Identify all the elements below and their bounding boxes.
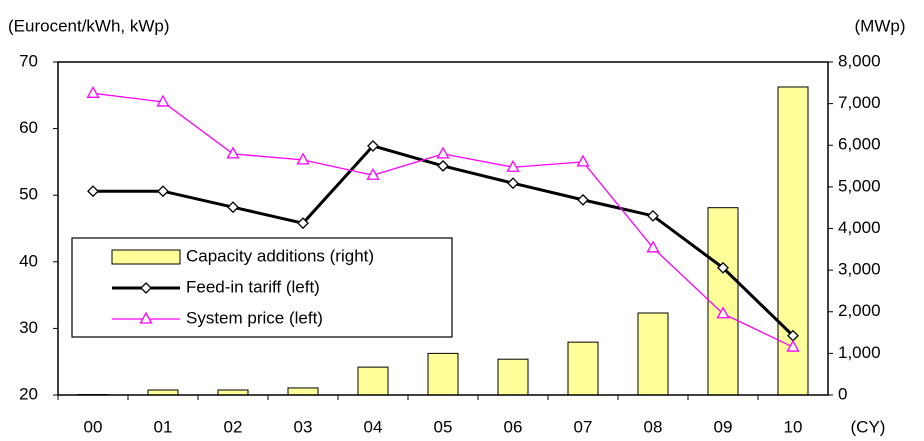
marker [437,159,449,172]
bar [357,366,389,396]
marker [507,177,519,190]
marker [436,146,450,159]
y2-tick-label: 5,000 [838,176,881,195]
x-tick-label: 08 [644,417,663,436]
y-tick-label: 20 [19,384,38,403]
x-tick-label: 04 [364,417,383,436]
marker [647,209,659,222]
y2-tick-label: 8,000 [838,51,881,70]
y2-tick-label: 6,000 [838,135,881,154]
y2-tick-label: 7,000 [838,93,881,112]
bar [567,341,599,396]
y-tick-label: 50 [19,185,38,204]
x-tick-label: 01 [154,417,173,436]
marker [577,193,589,206]
x-tick-label: 02 [224,417,243,436]
y-axis-label: (Eurocent/kWh, kWp) [8,16,170,35]
marker [227,201,239,214]
marker [646,240,660,253]
legend-marker [140,282,152,294]
marker [366,167,380,180]
y2-tick-label: 2,000 [838,301,881,320]
legend-label: System price (left) [186,308,323,327]
marker [226,146,240,159]
bar [637,312,669,396]
x-tick-label: 10 [784,417,803,436]
marker [506,159,520,172]
x-tick-label: 00 [84,417,103,436]
marker [156,94,170,107]
legend-label: Capacity additions (right) [186,246,374,265]
marker [786,339,800,352]
marker [157,185,169,198]
marker [576,154,590,167]
y2-tick-label: 4,000 [838,218,881,237]
x-axis-label: (CY) [851,417,886,436]
x-tick-label: 07 [574,417,593,436]
legend-swatch [111,249,181,265]
marker [367,139,379,152]
bar [427,352,459,396]
marker [297,217,309,230]
x-tick-label: 03 [294,417,313,436]
y-tick-label: 30 [19,318,38,337]
y2-axis-label: (MWp) [855,16,906,35]
x-tick-label: 05 [434,417,453,436]
legend-marker [139,311,153,324]
y-tick-label: 40 [19,251,38,270]
y2-tick-label: 0 [838,384,847,403]
marker [296,152,310,165]
y2-tick-label: 3,000 [838,260,881,279]
marker [717,261,729,274]
y-tick-label: 70 [19,51,38,70]
bar [497,358,529,396]
marker [86,85,100,98]
marker [87,185,99,198]
bar [287,387,319,396]
x-tick-label: 06 [504,417,523,436]
y2-tick-label: 1,000 [838,343,881,362]
y-tick-label: 60 [19,118,38,137]
marker [716,306,730,319]
x-tick-label: 09 [714,417,733,436]
legend-label: Feed-in tariff (left) [186,277,320,296]
bar [707,207,739,396]
